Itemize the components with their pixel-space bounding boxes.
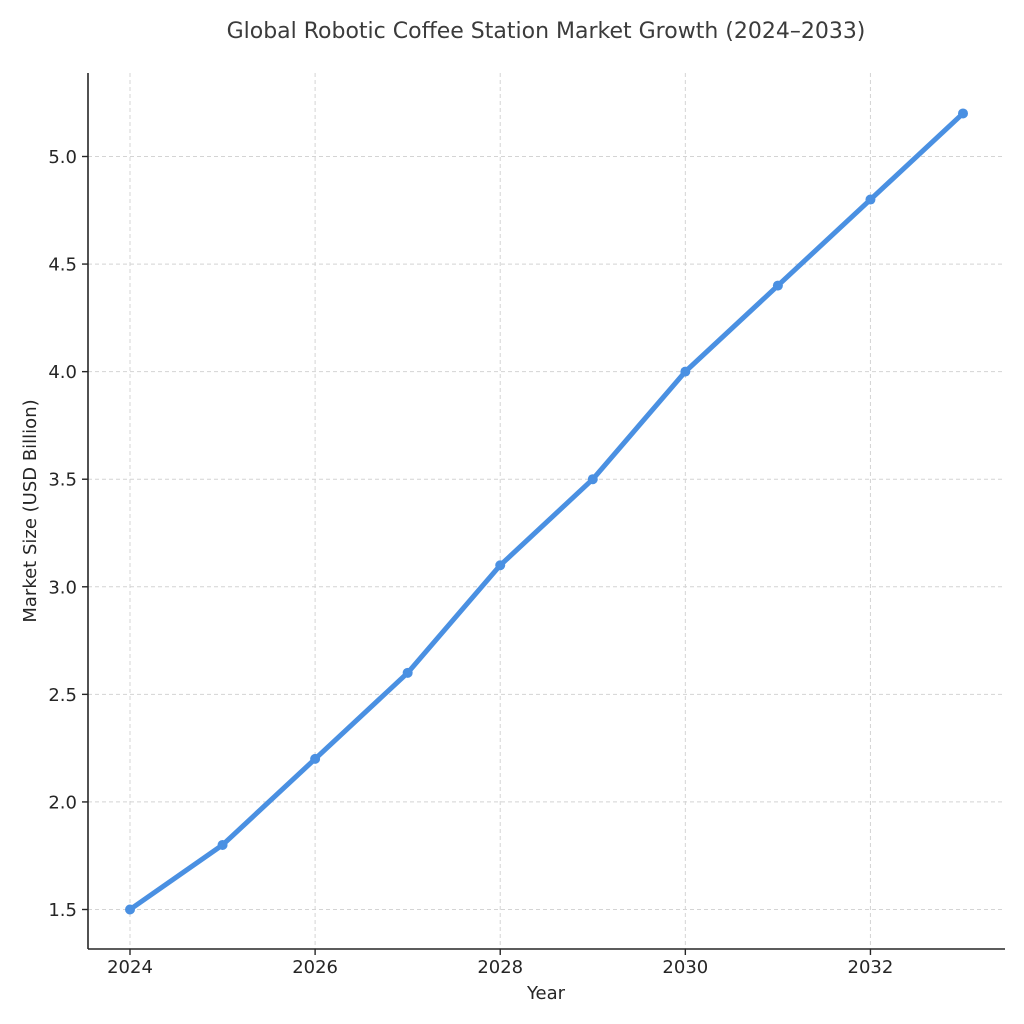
data-point-marker [402, 667, 413, 678]
y-tick-label: 4.5 [48, 255, 77, 276]
y-tick-label: 2.0 [48, 792, 77, 813]
series-line [127, 110, 966, 912]
y-tick-label: 3.5 [48, 470, 77, 491]
data-series [125, 108, 968, 915]
y-tick-label: 3.0 [48, 577, 77, 598]
x-axis-ticks: 2024 2026 2028 2030 2032 [107, 949, 893, 978]
y-tick-label: 1.5 [48, 900, 77, 921]
y-tick-label: 2.5 [48, 685, 77, 706]
y-axis-label: Market Size (USD Billion) [20, 399, 41, 622]
data-point-marker [125, 904, 135, 915]
y-axis-ticks: 1.5 2.0 2.5 3.0 3.5 4.0 4.5 5.0 [48, 147, 88, 921]
data-point-marker [310, 753, 321, 764]
data-point-marker [217, 839, 228, 850]
x-tick-label: 2026 [292, 957, 338, 978]
x-tick-label: 2032 [848, 957, 894, 978]
chart-title: Global Robotic Coffee Station Market Gro… [227, 19, 866, 44]
data-point-marker [958, 108, 968, 119]
x-tick-label: 2030 [662, 957, 708, 978]
x-gridlines [129, 73, 871, 949]
data-point-marker [865, 194, 876, 205]
data-point-marker [495, 560, 506, 571]
data-point-marker [772, 280, 783, 291]
y-tick-label: 5.0 [48, 147, 77, 168]
x-tick-label: 2028 [477, 957, 523, 978]
data-point-marker [587, 474, 598, 485]
data-point-marker [680, 366, 691, 377]
x-axis-label: Year [526, 983, 566, 1004]
y-gridlines [88, 156, 1004, 910]
y-tick-label: 4.0 [48, 362, 77, 383]
x-tick-label: 2024 [107, 957, 153, 978]
